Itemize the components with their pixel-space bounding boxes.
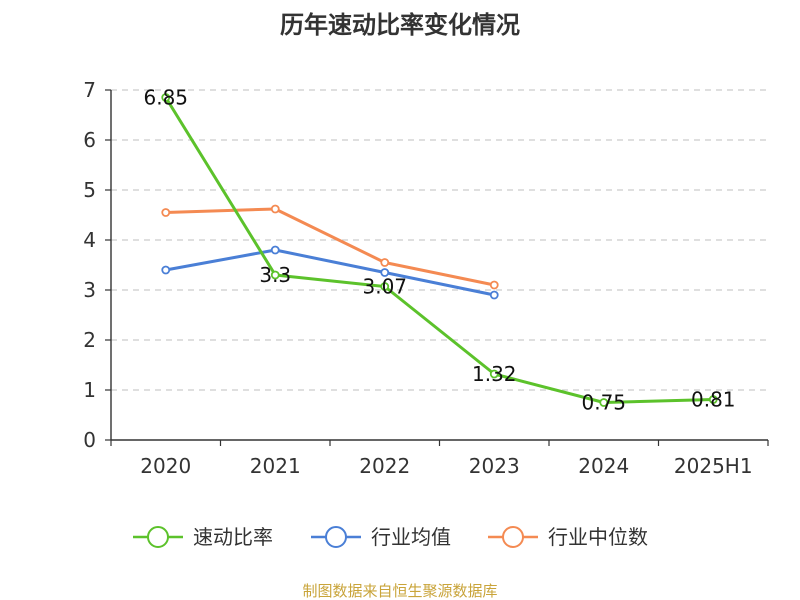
legend[interactable]: 速动比率 行业均值 行业中位数 (133, 525, 648, 549)
data-point (161, 208, 171, 217)
data-point (380, 258, 390, 267)
legend-marker (147, 526, 169, 548)
y-tick-label: 1 (83, 378, 96, 402)
data-point (489, 280, 499, 290)
data-point (270, 245, 280, 255)
y-tick-label: 0 (83, 428, 96, 452)
data-point (380, 268, 390, 277)
data-point (270, 270, 280, 280)
data-label: 3.3 (259, 263, 291, 287)
chart-title: 历年速动比率变化情况 (280, 11, 520, 39)
legend-marker (502, 526, 524, 548)
data-point (270, 204, 280, 214)
data-point (161, 265, 171, 275)
data-point (380, 282, 390, 291)
y-tick-label: 3 (83, 278, 96, 302)
legend-marker (325, 526, 347, 548)
axes: 0 1 2 3 4 5 6 7 2020 2021 2022 2023 2024 2025H1 (83, 78, 769, 478)
x-tick-label: 2025H1 (674, 454, 753, 478)
legend-label: 行业均值 (371, 525, 451, 549)
data-point (161, 93, 171, 102)
x-tick-label: 2022 (359, 454, 410, 478)
data-point (708, 395, 718, 404)
y-tick-label: 2 (83, 328, 96, 352)
series-line (164, 96, 714, 404)
legend-item[interactable]: 行业中位数 (488, 525, 648, 549)
legend-item[interactable]: 速动比率 (133, 525, 273, 549)
data-point (489, 369, 499, 379)
x-tick-label: 2021 (250, 454, 301, 478)
source-note: 制图数据来自恒生聚源数据库 (302, 582, 497, 600)
data-label: 6.85 (143, 86, 188, 110)
legend-item[interactable]: 行业均值 (311, 525, 451, 549)
series-line (165, 207, 495, 287)
data-labels: 6.85 3.3 3.07 1.32 0.75 0.81 (143, 86, 735, 415)
data-label: 1.32 (472, 362, 517, 386)
data-label: 0.81 (691, 388, 736, 412)
x-tick-label: 2024 (578, 454, 629, 478)
legend-label: 速动比率 (193, 525, 273, 549)
grid (111, 89, 768, 391)
series-line (165, 248, 495, 297)
data-point (489, 290, 499, 300)
legend-label: 行业中位数 (548, 525, 648, 549)
y-tick-label: 7 (83, 78, 96, 102)
series (161, 93, 718, 407)
y-tick-label: 6 (83, 128, 96, 152)
y-tick-label: 5 (83, 178, 96, 202)
data-label: 3.07 (362, 275, 407, 299)
y-tick-label: 4 (83, 228, 96, 252)
data-label: 0.75 (581, 391, 626, 415)
data-point (599, 398, 609, 407)
x-tick-label: 2023 (469, 454, 520, 478)
x-tick-label: 2020 (140, 454, 191, 478)
